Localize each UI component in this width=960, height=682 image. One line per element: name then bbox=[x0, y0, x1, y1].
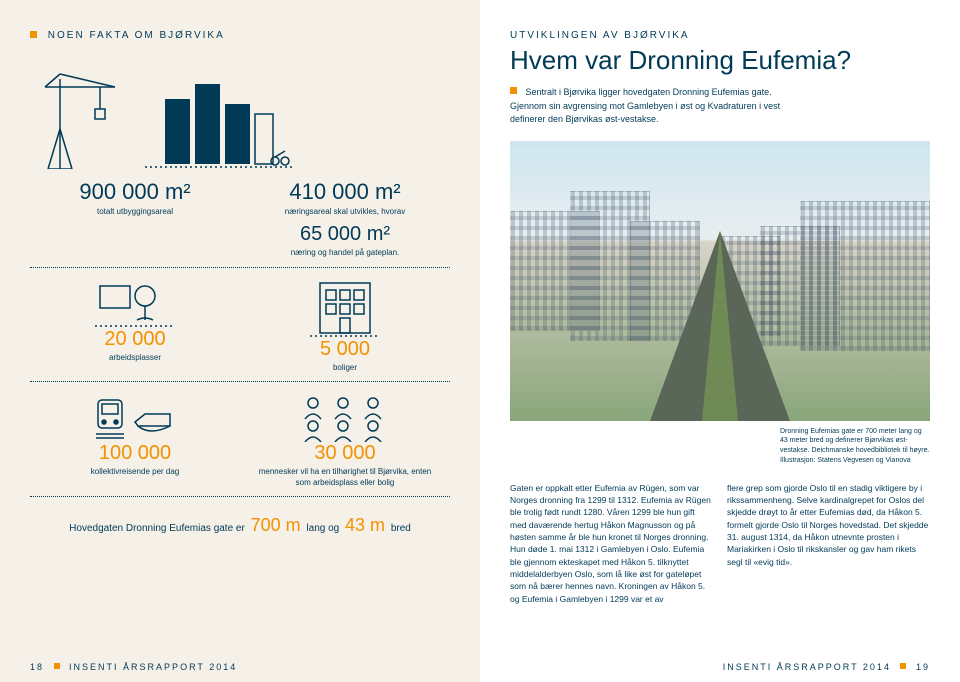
right-title: Hvem var Dronning Eufemia? bbox=[510, 45, 930, 76]
buildings-icon bbox=[140, 59, 300, 169]
bullet-icon bbox=[510, 87, 517, 94]
stats-row-1: 900 000 m² totalt utbyggingsareal 410 00… bbox=[30, 179, 450, 259]
left-heading: NOEN FAKTA OM BJØRVIKA bbox=[30, 30, 450, 41]
stat-transit-label: kollektivreisende per dag bbox=[91, 467, 180, 477]
page-right: UTVIKLINGEN AV BJØRVIKA Hvem var Dronnin… bbox=[480, 0, 960, 682]
intro-text: Sentralt i Bjørvika ligger hovedgaten Dr… bbox=[510, 87, 780, 124]
divider bbox=[30, 267, 450, 268]
stat-people: 30 000 mennesker vil ha en tilhørighet t… bbox=[255, 442, 435, 488]
stat-total-area: 900 000 m² totalt utbyggingsareal bbox=[30, 179, 240, 259]
footer-left: 18 INSENTI ÅRSRAPPORT 2014 bbox=[30, 662, 237, 672]
apartment-icon bbox=[310, 278, 380, 338]
stat-people-label: mennesker vil ha en tilhørighet til Bjør… bbox=[255, 467, 435, 488]
col-people: 30 000 mennesker vil ha en tilhørighet t… bbox=[240, 392, 450, 488]
stat-homes-label: boliger bbox=[320, 363, 370, 373]
col-jobs: 20 000 arbeidsplasser bbox=[30, 278, 240, 373]
col-homes: 5 000 boliger bbox=[240, 278, 450, 373]
stat-transit: 100 000 kollektivreisende per dag bbox=[91, 442, 180, 477]
stats-row-3: 100 000 kollektivreisende per dag 30 000… bbox=[30, 392, 450, 488]
page-left: NOEN FAKTA OM BJØRVIKA bbox=[0, 0, 480, 682]
render-illustration bbox=[510, 141, 930, 421]
street-len: 700 m bbox=[248, 515, 304, 535]
office-icon bbox=[95, 278, 175, 328]
stat-total-area-label: totalt utbyggingsareal bbox=[97, 207, 173, 217]
right-intro: Sentralt i Bjørvika ligger hovedgaten Dr… bbox=[510, 86, 810, 127]
stat-people-num: 30 000 bbox=[255, 442, 435, 465]
divider bbox=[30, 381, 450, 382]
body-col-1: Gaten er oppkalt etter Eufemia av Rügen,… bbox=[510, 482, 713, 605]
book-title: INSENTI ÅRSRAPPORT 2014 bbox=[723, 662, 891, 672]
people-icon bbox=[295, 392, 395, 442]
stat-business-area: 410 000 m² næringsareal skal utvikles, h… bbox=[240, 179, 450, 259]
body-columns: Gaten er oppkalt etter Eufemia av Rügen,… bbox=[510, 482, 930, 605]
page-num-right: 19 bbox=[916, 662, 930, 672]
square-icon bbox=[54, 663, 60, 669]
stat-transit-num: 100 000 bbox=[91, 442, 180, 465]
left-heading-text: NOEN FAKTA OM BJØRVIKA bbox=[48, 30, 225, 41]
body-col-2: flere grep som gjorde Oslo til en stadig… bbox=[727, 482, 930, 605]
stat-homes: 5 000 boliger bbox=[320, 338, 370, 373]
square-icon bbox=[900, 663, 906, 669]
street-pre: Hovedgaten Dronning Eufemias gate er bbox=[69, 523, 245, 534]
footer-right: INSENTI ÅRSRAPPORT 2014 19 bbox=[723, 662, 930, 672]
stats-row-2: 20 000 arbeidsplasser 5 000 boliger bbox=[30, 278, 450, 373]
street-sentence: Hovedgaten Dronning Eufemias gate er 700… bbox=[30, 515, 450, 536]
stat-retail-area-num: 65 000 m² bbox=[300, 223, 390, 246]
stat-jobs-num: 20 000 bbox=[104, 328, 165, 351]
image-caption: Dronning Eufemias gate er 700 meter lang… bbox=[780, 427, 930, 466]
book-title: INSENTI ÅRSRAPPORT 2014 bbox=[69, 662, 237, 672]
icon-row-top bbox=[30, 59, 450, 169]
stat-homes-num: 5 000 bbox=[320, 338, 370, 361]
kicker-text: UTVIKLINGEN AV BJØRVIKA bbox=[510, 30, 690, 41]
stat-retail-area-label: næring og handel på gateplan. bbox=[291, 248, 400, 258]
stat-total-area-num: 900 000 m² bbox=[79, 179, 190, 205]
divider bbox=[30, 496, 450, 497]
street-post: bred bbox=[391, 523, 411, 534]
col-transit: 100 000 kollektivreisende per dag bbox=[30, 392, 240, 488]
page-num-left: 18 bbox=[30, 662, 44, 672]
stat-business-area-num: 410 000 m² bbox=[289, 179, 400, 205]
stat-jobs: 20 000 arbeidsplasser bbox=[104, 328, 165, 363]
street-mid: lang og bbox=[306, 523, 339, 534]
street-wid: 43 m bbox=[342, 515, 388, 535]
transit-icon bbox=[90, 392, 180, 442]
stat-business-area-label: næringsareal skal utvikles, hvorav bbox=[285, 207, 406, 217]
right-kicker: UTVIKLINGEN AV BJØRVIKA bbox=[510, 30, 930, 41]
bullet-icon bbox=[30, 31, 37, 38]
crane-icon bbox=[30, 59, 140, 169]
stat-jobs-label: arbeidsplasser bbox=[104, 353, 165, 363]
